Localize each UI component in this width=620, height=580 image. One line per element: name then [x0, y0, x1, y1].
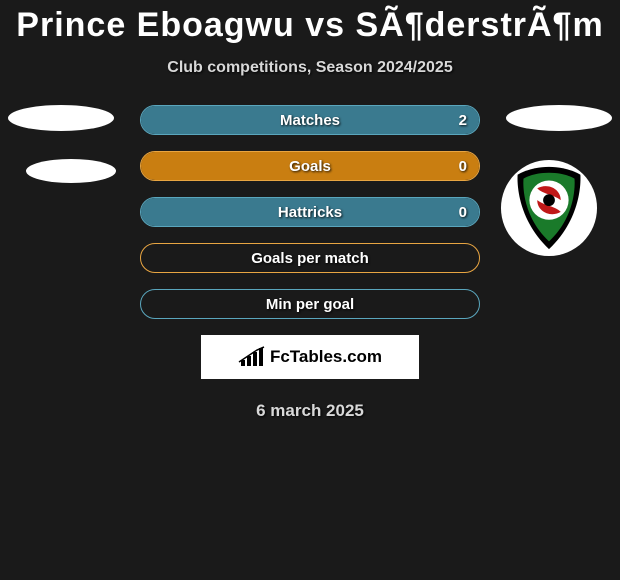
stat-bars: Matches 2 Goals 0 Hattricks 0 Goals per …	[140, 105, 480, 319]
stat-bar-label: Min per goal	[266, 296, 354, 313]
player-left-badge-1	[8, 105, 114, 131]
stat-bar-goals-per-match: Goals per match	[140, 243, 480, 273]
player-left-badge-2	[26, 159, 116, 183]
date-caption: 6 march 2025	[0, 401, 620, 421]
stat-bar-label: Matches	[280, 112, 340, 129]
brand-text: FcTables.com	[270, 347, 382, 367]
stat-bar-value: 2	[459, 112, 467, 129]
stat-bar-hattricks: Hattricks 0	[140, 197, 480, 227]
stat-bar-label: Goals per match	[251, 250, 369, 267]
stat-bar-goals: Goals 0	[140, 151, 480, 181]
player-right-badge-1	[506, 105, 612, 131]
stat-bar-min-per-goal: Min per goal	[140, 289, 480, 319]
brand-badge: FcTables.com	[201, 335, 419, 379]
stat-bar-value: 0	[459, 204, 467, 221]
stat-bar-label: Hattricks	[278, 204, 342, 221]
page-subtitle: Club competitions, Season 2024/2025	[0, 59, 620, 77]
club-crest	[500, 159, 598, 257]
brand-chart-icon	[238, 346, 266, 368]
stat-bar-value: 0	[459, 158, 467, 175]
comparison-panel: Matches 2 Goals 0 Hattricks 0 Goals per …	[0, 105, 620, 421]
stat-bar-label: Goals	[289, 158, 331, 175]
stat-bar-matches: Matches 2	[140, 105, 480, 135]
page-title: Prince Eboagwu vs SÃ¶derstrÃ¶m	[0, 0, 620, 45]
